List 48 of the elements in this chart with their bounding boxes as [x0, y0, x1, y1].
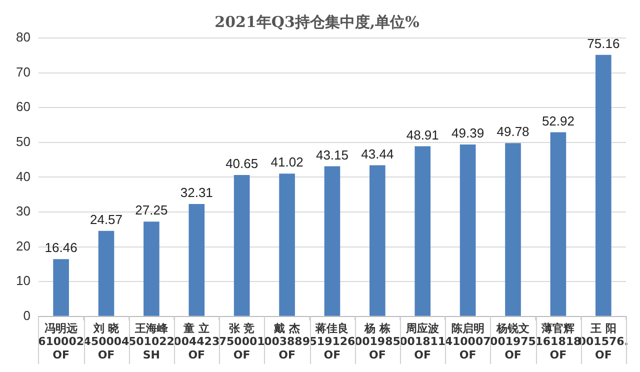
- x-tick-label: 陈启明 410007 OF: [444, 322, 491, 362]
- x-tick-label: 刘 晓 450004 OF: [83, 322, 130, 362]
- x-tick-label: 周应波 001811 OF: [400, 322, 446, 362]
- y-tick-label: 70: [16, 64, 30, 80]
- x-tick-label: 童 立 004423 OF: [174, 322, 220, 362]
- bar: [460, 144, 476, 316]
- x-tick-label: 王海峰 501022 SH: [128, 322, 174, 362]
- bar: [188, 204, 205, 316]
- data-label: 41.02: [270, 154, 304, 170]
- data-label: 75.16: [587, 36, 620, 51]
- bar: [144, 222, 160, 316]
- bar: [53, 259, 69, 316]
- bar: [505, 143, 521, 316]
- data-label: 40.65: [226, 156, 258, 172]
- data-label: 43.15: [316, 147, 349, 162]
- data-label: 48.91: [406, 127, 439, 142]
- bar: [234, 174, 250, 316]
- data-label: 32.31: [180, 185, 213, 200]
- y-tick-label: 80: [16, 30, 30, 45]
- y-tick-label: 10: [16, 273, 30, 288]
- x-tick-label: 冯明远 610002 OF: [38, 322, 84, 362]
- chart-title: 2021年Q3持仓集中度,单位%: [214, 12, 420, 31]
- bar: [324, 166, 340, 316]
- bar: [550, 132, 566, 316]
- data-label: 49.78: [496, 124, 530, 140]
- x-tick-label: 戴 杰 003889 OF: [264, 322, 310, 362]
- x-tick-label: 薄官辉 161818 OF: [535, 322, 582, 362]
- x-tick-label: 张 竞 750001 OF: [218, 322, 265, 362]
- data-label: 52.92: [542, 113, 574, 128]
- y-tick-label: 50: [16, 134, 30, 149]
- bar: [595, 54, 612, 316]
- x-tick-label: 杨锐文 001975 OF: [490, 322, 536, 362]
- data-label: 49.39: [452, 126, 484, 141]
- bar: [98, 230, 114, 316]
- y-tick-label: 40: [16, 168, 30, 184]
- y-tick-label: 60: [16, 99, 30, 114]
- data-label: 43.44: [361, 146, 394, 162]
- bar: [370, 165, 386, 316]
- x-tick-label: 蒋佳良 519126 OF: [309, 322, 356, 362]
- x-tick-label: 杨 栋 001985 OF: [354, 322, 400, 362]
- y-tick-label: 30: [16, 204, 30, 219]
- y-tick-label: 0: [23, 308, 30, 323]
- bar: [279, 174, 295, 316]
- data-label: 16.46: [44, 240, 78, 256]
- data-label: 27.25: [135, 202, 168, 218]
- bar: [414, 146, 431, 316]
- y-tick-label: 20: [16, 238, 30, 254]
- data-label: 24.57: [90, 212, 123, 227]
